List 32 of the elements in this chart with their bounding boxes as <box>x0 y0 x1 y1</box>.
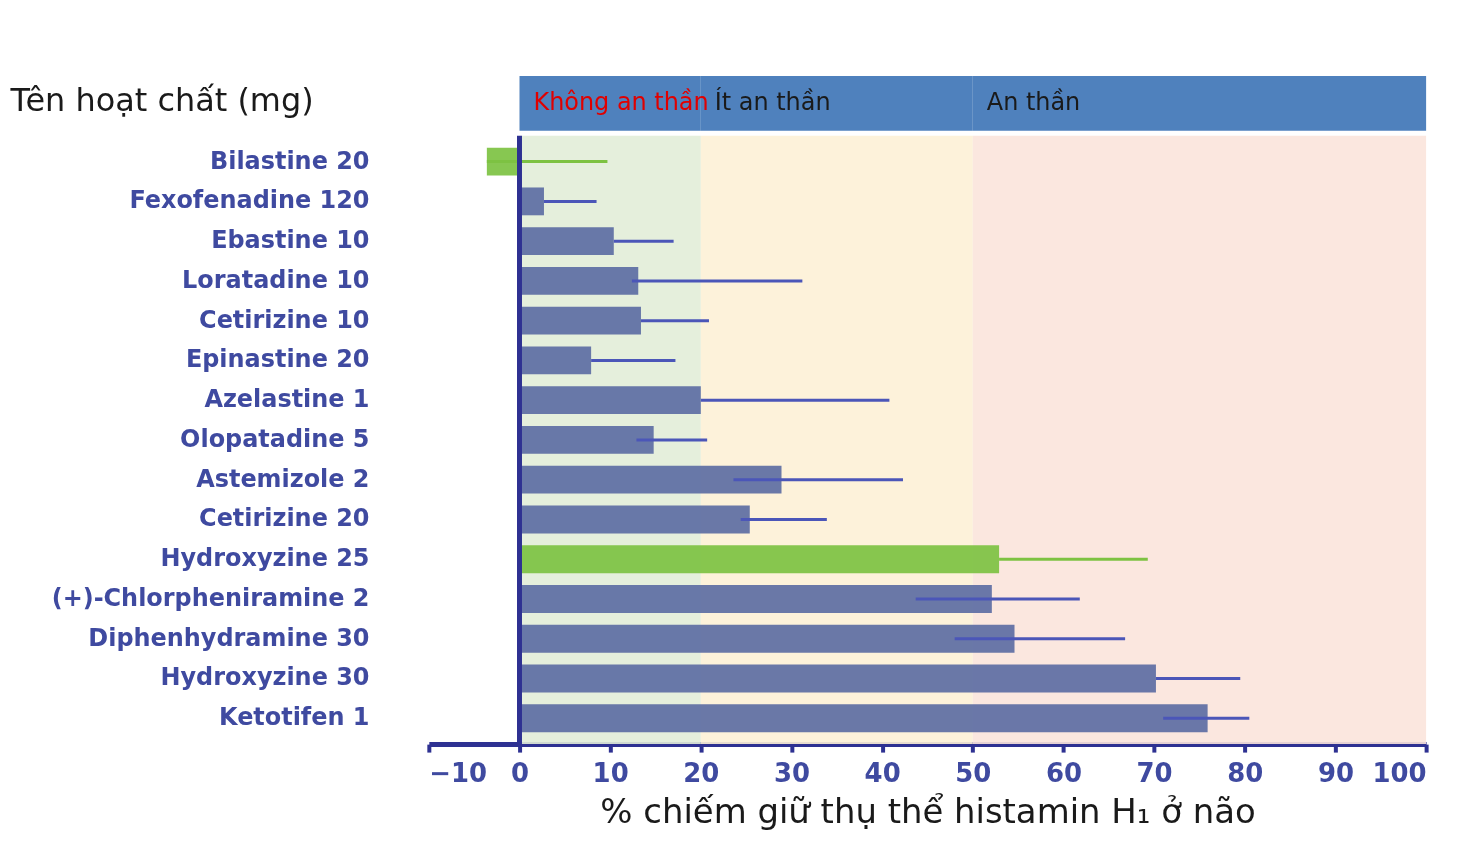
x-tick-label: 80 <box>1227 757 1264 788</box>
y-tick-label: Loratadine 10 <box>182 265 370 294</box>
x-tick-label: −10 <box>429 757 488 788</box>
y-tick-label: (+)-Chlorpheniramine 2 <box>51 583 370 612</box>
y-tick-label: Cetirizine 20 <box>199 504 370 533</box>
y-tick-label: Diphenhydramine 30 <box>88 623 370 652</box>
x-tick-label: 40 <box>864 757 901 788</box>
x-tick-label: 0 <box>510 757 530 788</box>
x-tick-label: 60 <box>1045 757 1082 788</box>
y-tick-label: Hydroxyzine 25 <box>160 544 370 573</box>
y-tick-label: Cetirizine 10 <box>199 305 370 334</box>
y-tick-label: Olopatadine 5 <box>180 424 370 453</box>
y-tick-label: Ebastine 10 <box>211 226 370 255</box>
band-label: Không an thần <box>533 87 709 116</box>
y-tick-label: Ketotifen 1 <box>219 703 370 732</box>
y-axis-title: Tên hoạt chất (mg) <box>9 81 314 120</box>
x-tick-label: 50 <box>955 757 992 788</box>
y-tick-label: Fexofenadine 120 <box>129 186 370 215</box>
x-tick-label: 20 <box>683 757 720 788</box>
x-tick-label: 100 <box>1372 757 1427 788</box>
y-tick-label: Azelastine 1 <box>204 385 370 414</box>
band-label: An thần <box>986 87 1081 116</box>
y-tick-label: Epinastine 20 <box>185 345 370 374</box>
x-tick-label: 30 <box>773 757 811 788</box>
x-tick-label: 70 <box>1136 757 1173 788</box>
x-axis-title: % chiếm giữ thụ thể histamin H₁ ở não <box>600 792 1256 832</box>
band-label: Ít an thần <box>714 86 831 116</box>
y-tick-label: Bilastine 20 <box>209 146 370 175</box>
y-tick-label: Hydroxyzine 30 <box>160 663 370 692</box>
x-tick-label: 90 <box>1317 757 1354 788</box>
y-tick-label: Astemizole 2 <box>196 464 370 493</box>
x-tick-label: 10 <box>592 757 629 788</box>
